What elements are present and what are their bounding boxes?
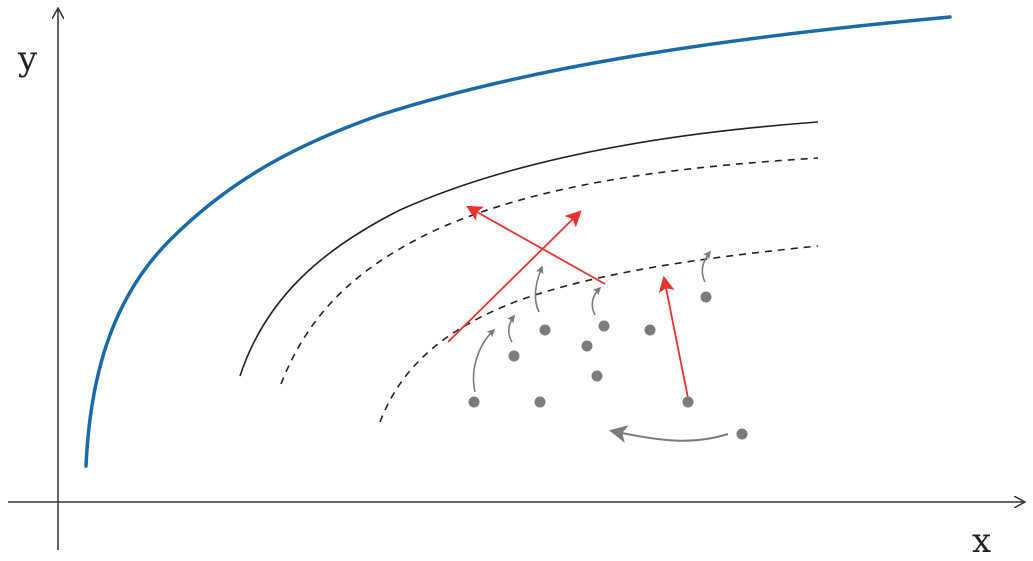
gray-arrow-large [609,425,729,443]
point [644,324,656,336]
red-arrow-2 [466,205,606,285]
point [736,428,748,440]
point [682,396,694,408]
dashed-curve-upper [280,157,819,385]
y-axis-label: y [17,39,38,79]
point [581,340,593,352]
dashed-curve-lower [379,245,819,423]
data-points [468,291,748,440]
frontier-curve [84,15,952,468]
point [508,350,520,362]
point [468,396,480,408]
red-arrow-1 [447,210,582,343]
red-arrow-3 [658,275,689,399]
point [598,320,610,332]
gray-arrow-2 [506,314,515,343]
x-axis-label: x [972,521,991,561]
point [534,396,546,408]
gray-arrow-4 [591,286,602,316]
point [539,324,551,336]
point [591,370,603,382]
gray-arrow-1 [472,328,496,393]
reference-curve [239,121,819,377]
gray-arrow-3 [534,265,544,313]
point [700,291,712,303]
gray-arrow-5 [701,250,711,283]
